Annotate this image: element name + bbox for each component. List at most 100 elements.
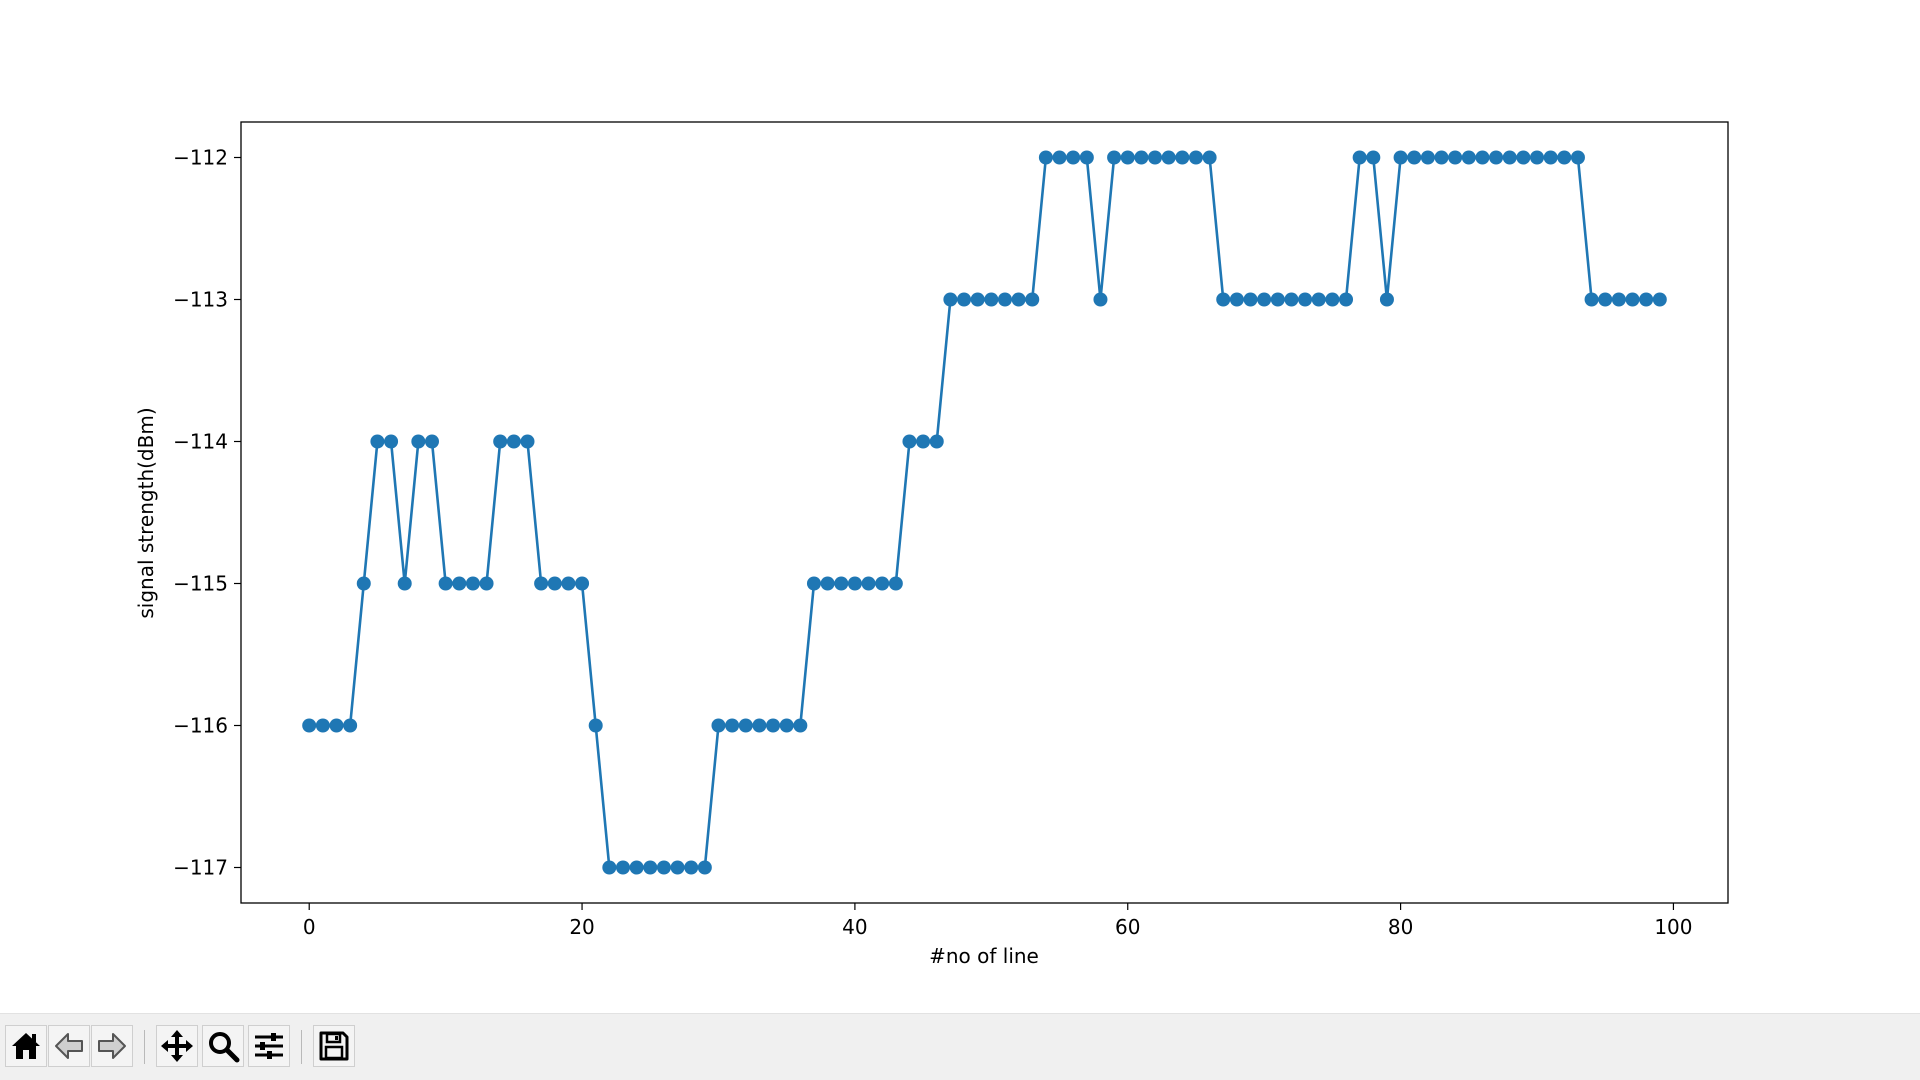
y-tick-label: −114 (173, 430, 228, 454)
data-point (1025, 292, 1040, 307)
y-tick-label: −113 (173, 288, 228, 312)
data-point (1325, 292, 1340, 307)
save-button[interactable] (313, 1025, 355, 1067)
data-point (752, 718, 767, 733)
data-point (957, 292, 972, 307)
x-tick-label: 20 (569, 915, 594, 939)
data-point (929, 434, 944, 449)
data-point (547, 576, 562, 591)
y-axis-label: signal strength(dBm) (134, 407, 158, 618)
data-point (1584, 292, 1599, 307)
data-point (588, 718, 603, 733)
data-point (697, 860, 712, 875)
data-point (1366, 150, 1381, 165)
data-point (1093, 292, 1108, 307)
data-point (1461, 150, 1476, 165)
data-point (1557, 150, 1572, 165)
data-point (1448, 150, 1463, 165)
data-point (1543, 150, 1558, 165)
data-point (1339, 292, 1354, 307)
data-point (670, 860, 685, 875)
data-point (1516, 150, 1531, 165)
configure-subplots-button[interactable] (248, 1025, 290, 1067)
data-point (1611, 292, 1626, 307)
data-point (1052, 150, 1067, 165)
data-point (861, 576, 876, 591)
data-point (1420, 150, 1435, 165)
x-tick-label: 80 (1388, 915, 1413, 939)
arrow-left-icon (55, 1033, 83, 1059)
data-point (820, 576, 835, 591)
data-point (315, 718, 330, 733)
data-point (1188, 150, 1203, 165)
data-point (1298, 292, 1313, 307)
data-point (834, 576, 849, 591)
y-tick-label: −117 (173, 856, 228, 880)
data-point (779, 718, 794, 733)
data-point (1284, 292, 1299, 307)
data-point (997, 292, 1012, 307)
data-point (370, 434, 385, 449)
data-point (1120, 150, 1135, 165)
data-point (1652, 292, 1667, 307)
data-point (561, 576, 576, 591)
figure: 0 20 40 60 80 100 −117 −116 −115 −114 −113 −112 #n… (134, 121, 1729, 968)
plot-layer (302, 150, 1667, 875)
data-point (643, 860, 658, 875)
data-point (1038, 150, 1053, 165)
pan-button[interactable] (156, 1025, 198, 1067)
floppy-disk-icon (319, 1031, 349, 1061)
arrow-right-icon (98, 1033, 126, 1059)
y-tick-label: −115 (173, 572, 228, 596)
data-point (684, 860, 699, 875)
data-point (1639, 292, 1654, 307)
data-point (1066, 150, 1081, 165)
data-point (1229, 292, 1244, 307)
data-point (656, 860, 671, 875)
data-point (1161, 150, 1176, 165)
data-point (452, 576, 467, 591)
toolbar-separator (144, 1030, 145, 1064)
data-point (916, 434, 931, 449)
data-point (888, 576, 903, 591)
data-point (465, 576, 480, 591)
data-point (1502, 150, 1517, 165)
data-point (1148, 150, 1163, 165)
data-point (1270, 292, 1285, 307)
x-ticks: 0 20 40 60 80 100 (303, 903, 1693, 939)
data-point (970, 292, 985, 307)
data-point (1570, 150, 1585, 165)
data-point (766, 718, 781, 733)
data-point (1407, 150, 1422, 165)
data-point (1216, 292, 1231, 307)
x-tick-label: 100 (1654, 915, 1692, 939)
x-axis-label: #no of line (929, 944, 1039, 968)
data-point (984, 292, 999, 307)
data-point (302, 718, 317, 733)
data-point (534, 576, 549, 591)
forward-button[interactable] (91, 1025, 133, 1067)
x-tick-label: 0 (303, 915, 316, 939)
x-tick-label: 60 (1115, 915, 1140, 939)
data-point (615, 860, 630, 875)
data-point (1079, 150, 1094, 165)
data-point (943, 292, 958, 307)
home-icon (12, 1033, 40, 1059)
data-point (343, 718, 358, 733)
back-button[interactable] (48, 1025, 90, 1067)
data-point (520, 434, 535, 449)
sliders-icon (255, 1033, 283, 1059)
axes-frame (240, 121, 1729, 904)
data-point (875, 576, 890, 591)
y-tick-label: −112 (173, 146, 228, 170)
chart: 0 20 40 60 80 100 −117 −116 −115 −114 −113 −112 #n… (134, 121, 1729, 968)
x-tick-label: 40 (842, 915, 867, 939)
home-button[interactable] (5, 1025, 47, 1067)
data-point (356, 576, 371, 591)
data-point (1311, 292, 1326, 307)
magnifier-icon (209, 1032, 240, 1063)
data-point (847, 576, 862, 591)
data-point (1489, 150, 1504, 165)
data-point (738, 718, 753, 733)
zoom-button[interactable] (202, 1025, 244, 1067)
